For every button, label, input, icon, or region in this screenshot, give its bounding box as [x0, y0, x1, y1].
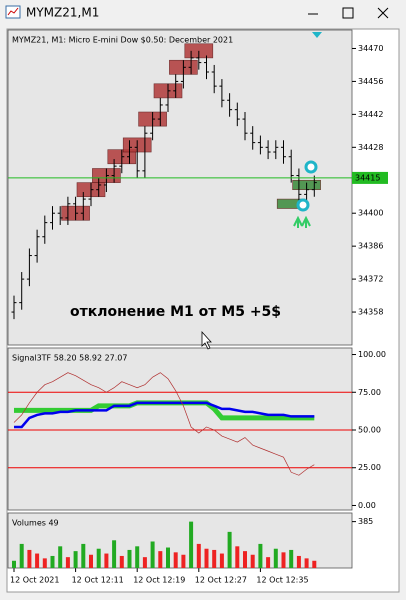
volume-bar	[119, 555, 124, 568]
volume-bar	[296, 555, 301, 568]
annotation: отклонение M1 от M5 +5$	[70, 304, 281, 320]
volume-bar	[258, 543, 263, 568]
x-tick-label: 12 Oct 12:19	[133, 576, 185, 585]
volume-bar	[12, 560, 16, 568]
volume-bar	[89, 554, 93, 568]
volume-bar	[312, 560, 317, 568]
volume-bar	[189, 521, 194, 568]
volume-bar	[219, 553, 224, 568]
price-label: 34415	[355, 173, 380, 182]
volume-bar	[112, 540, 117, 568]
volume-bar	[227, 531, 232, 568]
y-tick-label: 34428	[358, 143, 383, 152]
signal-line	[13, 372, 315, 476]
volume-bar	[142, 557, 147, 568]
window-title: MYMZ21,M1	[26, 6, 99, 20]
maximize-button[interactable]	[342, 7, 354, 19]
x-tick-label: 12 Oct 12:27	[195, 576, 247, 585]
volume-bar	[289, 549, 294, 568]
volume-bar	[173, 552, 178, 568]
volume-bar	[166, 547, 170, 568]
plot: MYMZ21, M1: Micro E-mini Dow $0.50: Dece…	[7, 29, 388, 585]
volume-bar	[235, 546, 240, 568]
pane-title: Signal3TF 58.20 58.92 27.07	[12, 354, 128, 363]
volume-bar	[150, 541, 155, 568]
volume-bar	[42, 558, 47, 568]
volume-bar	[50, 555, 55, 568]
volume-bar	[135, 546, 140, 568]
volume-bar	[104, 553, 109, 568]
price-label-bg	[352, 171, 388, 184]
volume-bar	[204, 548, 209, 568]
x-tick-label: 12 Oct 2021	[10, 576, 59, 585]
signal-icon	[296, 198, 310, 212]
volume-bar	[243, 551, 247, 568]
y-tick-label: 34456	[358, 77, 383, 86]
y-tick-label: 34470	[358, 44, 383, 53]
volume-bar	[35, 553, 40, 568]
y-tick-label: 34372	[358, 275, 383, 284]
volume-bar	[19, 543, 24, 568]
volume-bar	[81, 543, 86, 568]
pane-title: MYMZ21, M1: Micro E-mini Dow $0.50: Dece…	[12, 36, 233, 45]
pane-bg	[7, 512, 353, 569]
volume-bar	[73, 551, 78, 568]
y-tick-label: 25.00	[358, 463, 381, 472]
pane-bg	[7, 347, 353, 511]
volume-bar	[304, 558, 309, 568]
volume-bar	[250, 554, 255, 568]
y-tick-label: 75.00	[358, 388, 381, 397]
volume-bar	[266, 557, 271, 568]
shift-marker	[312, 32, 322, 38]
signal-icon	[304, 160, 318, 174]
volume-bar	[281, 552, 286, 568]
volume-bar	[212, 549, 217, 568]
volume-bar	[27, 549, 32, 568]
app-icon-line	[7, 7, 19, 16]
volume-bar	[196, 543, 201, 568]
volume-bar	[96, 548, 101, 568]
pane-title: Volumes 49	[12, 519, 59, 528]
y-tick-label: 34358	[358, 308, 383, 317]
volume-bar	[181, 554, 186, 568]
y-tick-label: 50.00	[358, 426, 381, 435]
y-tick-label: 0.00	[358, 501, 376, 510]
volume-bar	[58, 546, 63, 568]
mouse-cursor	[201, 330, 212, 350]
y-tick-label: 34400	[358, 209, 383, 218]
volume-bar	[127, 549, 132, 568]
y-tick-label: 34386	[358, 242, 383, 251]
y-tick-label: 385	[358, 517, 373, 526]
volume-bar	[158, 551, 163, 568]
x-tick-label: 12 Oct 12:35	[256, 576, 308, 585]
volume-bar	[65, 557, 70, 568]
volume-bar	[273, 548, 278, 568]
y-tick-label: 34442	[358, 110, 383, 119]
x-tick-label: 12 Oct 12:11	[72, 576, 124, 585]
y-tick-label: 100.00	[358, 350, 386, 359]
signal-line	[14, 401, 315, 429]
buy-arrows	[293, 215, 311, 228]
close-button[interactable]	[377, 7, 389, 19]
